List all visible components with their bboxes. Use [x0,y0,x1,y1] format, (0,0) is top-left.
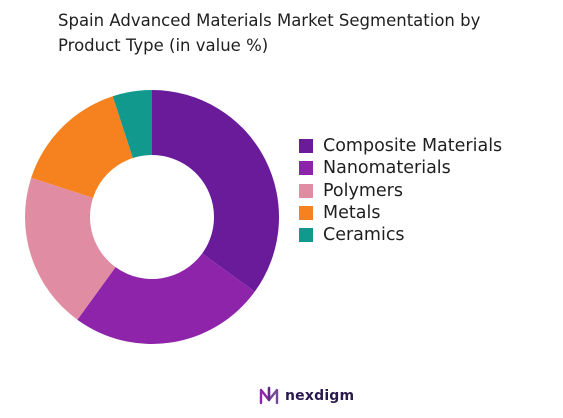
donut-slice-nanomaterials [77,253,255,345]
legend-label: Metals [323,203,381,224]
chart-legend: Composite Materials Nanomaterials Polymers… [299,135,502,246]
chart-title: Spain Advanced Materials Market Segmenta… [58,11,481,55]
legend-swatch [299,228,313,243]
nexdigm-logo-icon [259,386,279,405]
legend-swatch [299,206,313,221]
legend-label: Nanomaterials [323,158,451,179]
donut-slice-metals [31,96,133,198]
legend-swatch [299,183,313,198]
brand-name: nexdigm [285,388,355,404]
donut-slice-polymers [25,177,116,320]
legend-item-composite-materials: Composite Materials [299,135,502,157]
donut-slice-ceramics [112,90,152,159]
legend-item-polymers: Polymers [299,180,502,202]
brand-logo: nexdigm [258,385,354,407]
legend-label: Polymers [323,180,403,201]
legend-item-nanomaterials: Nanomaterials [299,157,502,179]
legend-label: Composite Materials [323,136,503,157]
legend-swatch [299,139,313,154]
donut-slice-composite-materials [152,90,279,292]
legend-item-metals: Metals [299,202,502,224]
legend-swatch [299,161,313,176]
legend-label: Ceramics [323,225,405,246]
legend-item-ceramics: Ceramics [299,224,502,246]
